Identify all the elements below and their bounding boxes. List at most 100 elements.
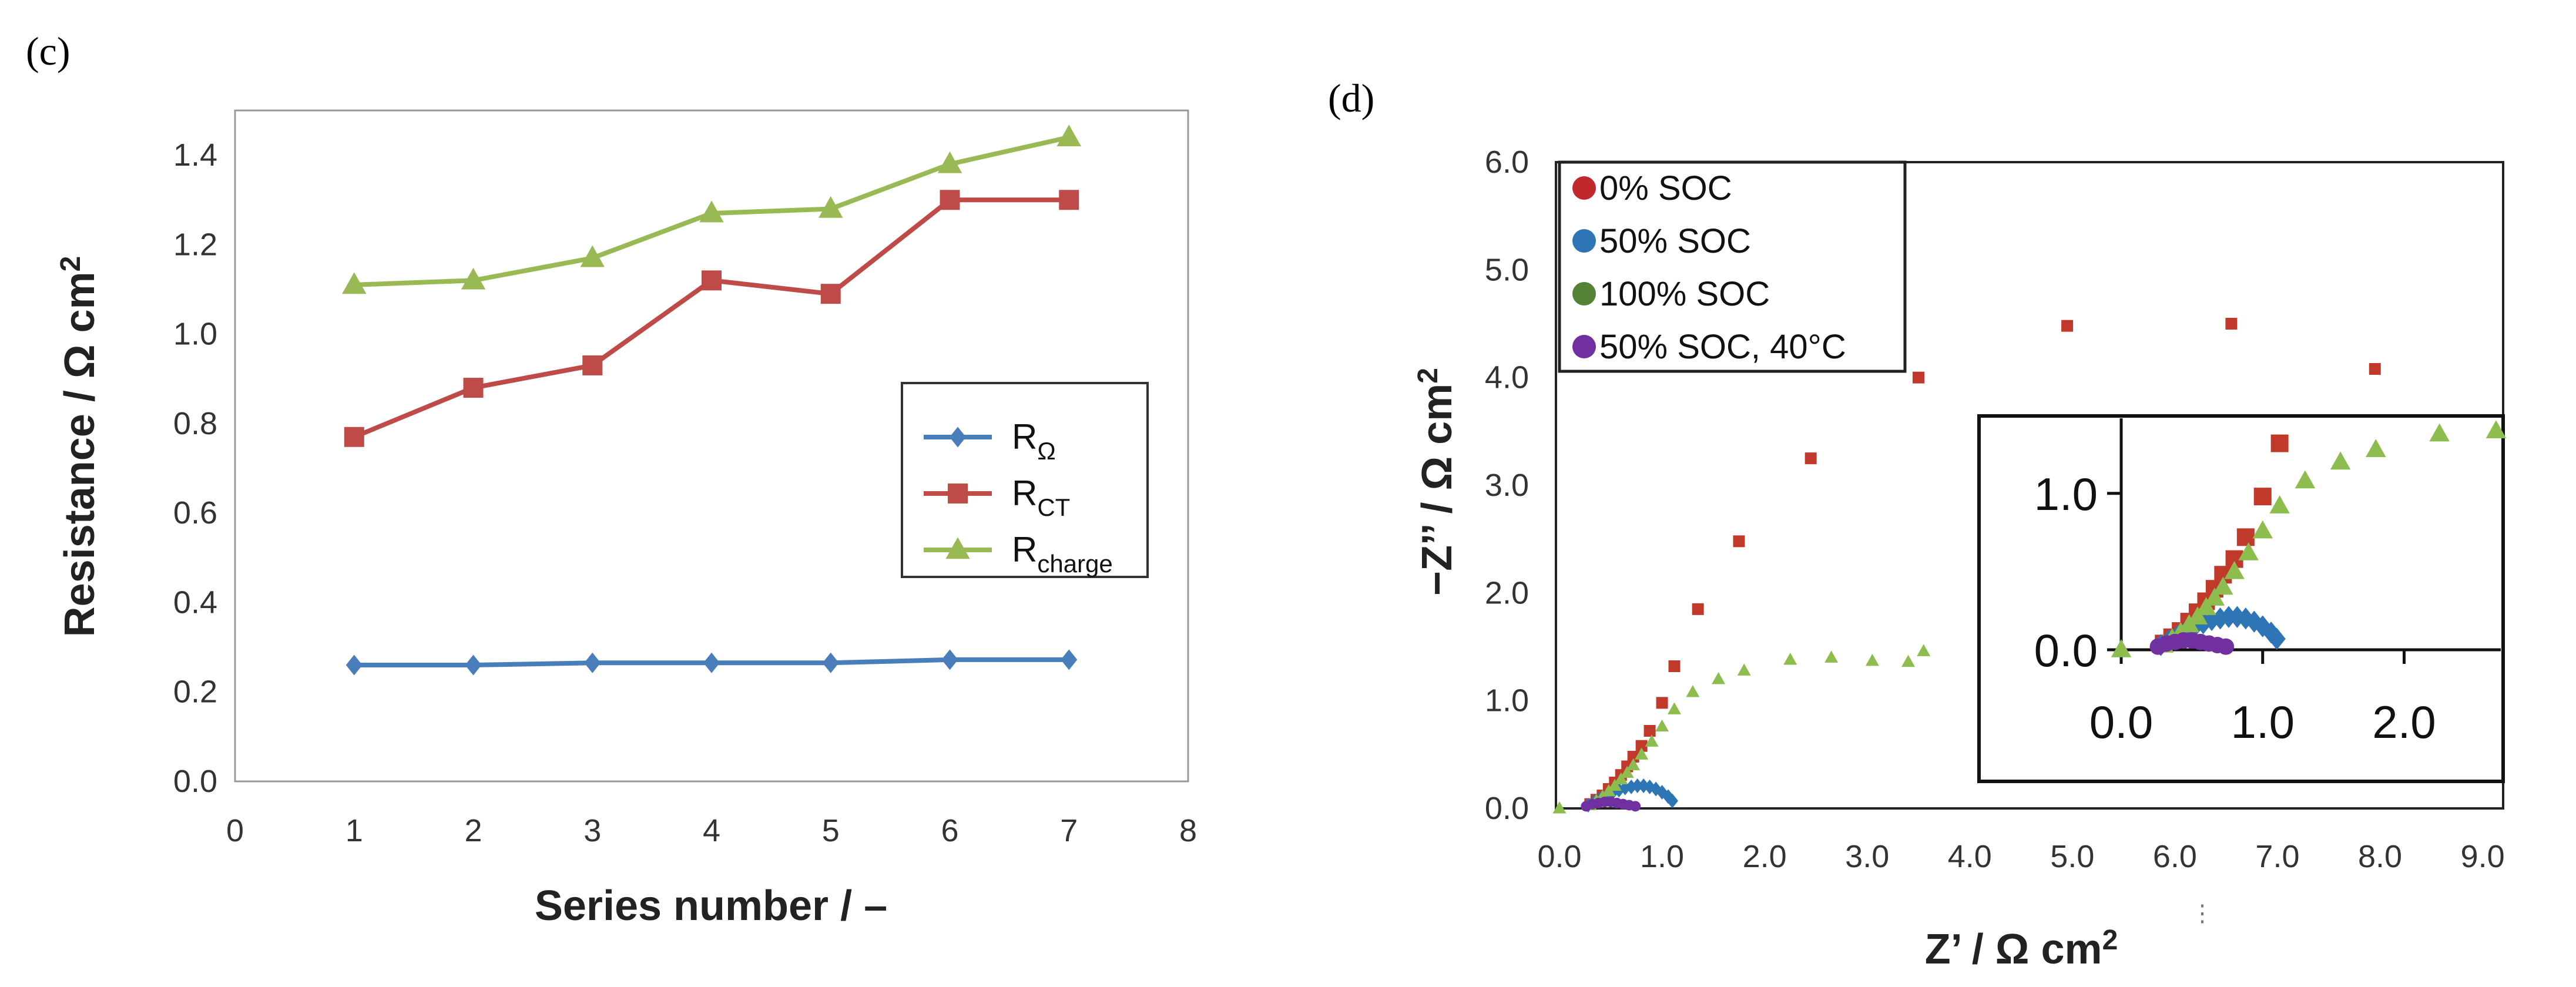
inset-ytick-label: 1.0: [2034, 468, 2098, 520]
panel-c-data-point: [344, 427, 364, 447]
inset-ticks: 0.0 1.0 0.0 1.0 2.0: [2034, 418, 2501, 748]
panel-d-xtick-label: 7.0: [2255, 839, 2299, 874]
panel-d-data-point: [1733, 535, 1745, 548]
panel-d-data-point: [1626, 758, 1641, 771]
inset-series: [2111, 420, 2507, 657]
panel-d-data-point: [1737, 663, 1751, 676]
panel-d-data-point: [1655, 719, 1669, 732]
panel-c-data-point: [580, 245, 605, 267]
panel-d-legend-label: 50% SOC, 40°C: [1599, 328, 1846, 366]
panel-c-xtick-label: 4: [703, 813, 720, 848]
panel-d-data-point: [1552, 801, 1567, 814]
panel-c-ytick-label: 1.0: [173, 317, 217, 352]
panel-d-data-point: [1686, 685, 1700, 697]
panel-d-data-point: [1614, 772, 1628, 784]
panel-d-data-point: [1620, 766, 1634, 778]
panel-d-legend-marker: [1572, 282, 1596, 306]
panel-d-ticks: 0.0 1.0 2.0 3.0 4.0 5.0 6.0 7.0 8.0 9.0 0.0 1.0 2.0 3…: [1485, 145, 2505, 874]
panel-d-data-point: [1656, 697, 1668, 709]
panel-c-data-point: [699, 200, 724, 223]
panel-c-data-point: [941, 649, 958, 670]
panel-d-data-point: [1865, 653, 1879, 666]
inset-data-point: [2111, 639, 2132, 657]
stray-tick-mark: ⋮: [2191, 901, 2214, 926]
panel-c-ticks: 0 1 2 3 4 5 6 7 8 0.0 0.2 0.4 0.6 0.8 1.0 1.2 1.4: [173, 137, 1197, 848]
panel-d-data-point: [1635, 740, 1648, 752]
inset-frame: [1977, 414, 2505, 783]
panel-d-data-point: [1630, 801, 1641, 812]
inset-data-point: [2366, 439, 2386, 458]
panel-d-legend-label: 50% SOC: [1599, 222, 1751, 260]
panel-c: (c) 0 1 2 3 4 5 6 7 8 0.0 0.2 0.4 0.6 0.8 1.0 1.2 1.4 Se…: [26, 29, 1197, 929]
panel-d-data-point: [1645, 734, 1659, 747]
panel-d-data-point: [1608, 778, 1622, 791]
panel-d-data-point: [1666, 793, 1679, 808]
panel-c-ytick-label: 0.4: [173, 585, 217, 620]
panel-c-legend-marker: [945, 537, 970, 559]
inset-ytick-label: 0.0: [2034, 625, 2098, 676]
panel-d-ytick-label: 1.0: [1485, 683, 1529, 719]
panel-d-data-point: [1668, 660, 1681, 672]
panel-d-legend-box: [1558, 160, 1907, 373]
panel-c-data-point: [1056, 125, 1081, 146]
panel-d-series: [1552, 318, 2381, 814]
panel-c-xtick-label: 7: [1060, 813, 1078, 848]
panel-c-series: [342, 125, 1081, 676]
panel-d-xtick-label: 2.0: [1743, 839, 1787, 874]
panel-d-data-point: [1635, 747, 1649, 760]
panel-d-legend-marker: [1572, 229, 1596, 253]
panel-c-legend-box: [901, 382, 1149, 578]
panel-c-data-point: [819, 196, 843, 218]
panel-d-ytick-label: 3.0: [1485, 468, 1529, 503]
inset-data-point: [2213, 576, 2233, 595]
panel-d: (d) 0.0 1.0 2.0 3.0 4.0 5.0 6.0 7.0 8.0 9.0 0.0 1.0…: [1328, 76, 2507, 973]
panel-c-data-point: [463, 378, 484, 398]
panel-c-ytick-label: 0.8: [173, 406, 217, 441]
inset-data-point: [2224, 560, 2245, 579]
panel-c-legend-label: Rcharge: [1012, 530, 1113, 578]
panel-c-ytick-label: 1.4: [173, 137, 217, 173]
panel-d-ytick-label: 2.0: [1485, 575, 1529, 610]
panel-c-data-point: [1061, 649, 1078, 670]
inset-data-point: [2238, 542, 2259, 560]
inset-data-point: [2268, 627, 2286, 650]
panel-c-label: (c): [26, 29, 70, 73]
panel-c-xtick-label: 1: [346, 813, 363, 848]
inset-xtick-label: 1.0: [2231, 696, 2295, 748]
panel-d-data-point: [1627, 751, 1639, 763]
panel-d-data-point: [1783, 653, 1797, 665]
panel-d-xtick-label: 5.0: [2050, 839, 2094, 874]
panel-d-data-point: [2061, 320, 2074, 332]
panel-c-data-point: [702, 270, 722, 291]
panel-c-data-point: [461, 267, 486, 290]
inset-data-point: [2253, 488, 2272, 506]
panel-c-xtick-label: 0: [226, 813, 244, 848]
panel-d-xtick-label: 6.0: [2153, 839, 2197, 874]
panel-d-ytick-label: 6.0: [1485, 145, 1529, 180]
panel-c-data-point: [342, 272, 367, 294]
panel-d-xlabel: Z’ / Ω cm2: [1925, 925, 2118, 973]
panel-c-xtick-label: 5: [822, 813, 840, 848]
panel-d-legend-marker: [1572, 335, 1596, 358]
panel-d-xtick-label: 8.0: [2358, 839, 2402, 874]
inset-xtick-label: 0.0: [2089, 696, 2153, 748]
panel-c-xtick-label: 6: [941, 813, 958, 848]
panel-c-xlabel: Series number / –: [535, 882, 887, 929]
panel-d-data-point: [1912, 371, 1924, 384]
panel-d-data-point: [1901, 654, 1916, 667]
panel-d-data-point: [1804, 452, 1817, 465]
inset-data-point: [2429, 423, 2450, 442]
panel-c-ylabel: Resistance / Ω cm2: [55, 256, 103, 637]
panel-d-ytick-label: 4.0: [1485, 360, 1529, 395]
panel-d-data-point: [1917, 644, 1931, 656]
panel-c-legend-label: RCT: [1012, 474, 1070, 521]
panel-d-ytick-label: 0.0: [1485, 791, 1529, 826]
panel-c-ytick-label: 0.6: [173, 495, 217, 531]
panel-c-ytick-label: 0.2: [173, 674, 217, 710]
inset-data-point: [2252, 520, 2273, 539]
inset-data-point: [2204, 588, 2225, 606]
panel-d-legend: 0% SOC 50% SOC 100% SOC 50% SOC, 40°C: [1558, 160, 1907, 373]
panel-d-xtick-label: 1.0: [1640, 839, 1684, 874]
panel-c-data-point: [820, 284, 841, 304]
